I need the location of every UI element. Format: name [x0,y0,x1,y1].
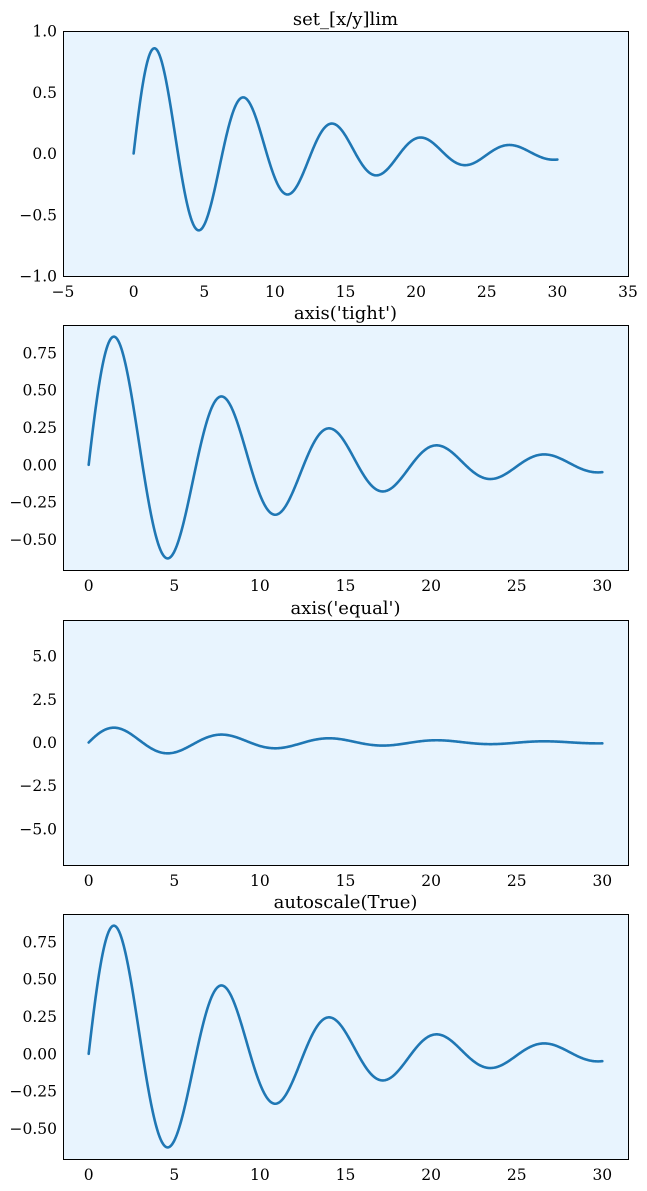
x-tick-label: 25 [507,872,527,890]
x-tick-label: 25 [477,283,497,301]
x-tick-label: 15 [336,1166,356,1184]
damped-sine-line [87,726,604,755]
y-tick-label: 5.0 [32,648,57,666]
x-tick-label: 20 [421,577,441,595]
y-tick-label: 2.5 [32,691,57,709]
x-tick-label: 10 [250,577,270,595]
x-tick-label: 25 [507,1166,527,1184]
subplot-2: axis('tight') 0 5 10 15 20 25 30 −0.50 −0.25 0.00 0… [10,303,629,595]
axes-frame [63,31,629,277]
x-tick-label: 30 [592,577,612,595]
y-tick-label: 0.5 [32,84,57,102]
x-tick-label: 25 [507,577,527,595]
x-tick-label: 20 [406,283,426,301]
x-tick-label: 35 [618,283,638,301]
subplot-title: axis('equal') [290,598,400,619]
x-tick-label: −5 [52,283,75,301]
x-tick-label: 15 [336,872,356,890]
y-tick-label: −0.25 [10,1083,58,1101]
y-tick-label: 0.75 [22,933,57,951]
axes-frame [63,620,629,866]
axes-frame [63,914,629,1160]
y-tick-label: −5.0 [19,820,57,838]
subplot-4: autoscale(True) 0 5 10 15 20 25 30 −0.50 −0.25 0.0… [10,892,629,1184]
x-tick-label: 20 [421,1166,441,1184]
damped-sine-line [87,335,604,560]
y-tick-label: 0.75 [22,344,57,362]
axes-frame [63,325,629,571]
y-tick-label: 0.50 [22,382,57,400]
x-tick-label: 5 [199,283,209,301]
y-tick-label: 0.0 [32,734,57,752]
y-tick-label: 1.0 [32,23,57,41]
subplot-1: set_[x/y]lim −5 0 5 10 15 20 25 30 35 −1.0 −0.5 0.0 0… [19,9,638,301]
x-tick-label: 30 [592,1166,612,1184]
subplot-title: autoscale(True) [274,892,418,913]
x-tick-label: 10 [250,872,270,890]
y-tick-label: 0.50 [22,971,57,989]
x-tick-label: 20 [421,872,441,890]
y-tick-label: 0.00 [22,456,57,474]
x-tick-label: 15 [336,577,356,595]
y-tick-label: −0.5 [19,206,57,224]
damped-sine-line [87,924,604,1149]
y-tick-label: −0.25 [10,494,58,512]
subplot-3: axis('equal') 0 5 10 15 20 25 30 −5.0 −2.5 0.0 2.5 5… [19,598,629,890]
x-tick-label: 0 [84,577,94,595]
x-tick-label: 10 [265,283,285,301]
y-tick-label: −2.5 [19,777,57,795]
y-tick-label: −1.0 [19,268,57,286]
y-tick-label: −0.50 [10,531,58,549]
x-tick-label: 5 [169,577,179,595]
x-tick-label: 5 [169,1166,179,1184]
x-tick-label: 5 [169,872,179,890]
y-tick-label: −0.50 [10,1120,58,1138]
x-tick-label: 30 [592,872,612,890]
x-tick-label: 10 [250,1166,270,1184]
subplot-title: set_[x/y]lim [293,9,398,30]
y-tick-label: 0.00 [22,1045,57,1063]
x-tick-label: 15 [336,283,356,301]
subplot-title: axis('tight') [294,303,397,324]
damped-sine-line [132,47,559,232]
y-tick-label: 0.0 [32,145,57,163]
x-tick-label: 0 [84,1166,94,1184]
x-tick-label: 0 [84,872,94,890]
y-tick-label: 0.25 [22,419,57,437]
x-tick-label: 30 [548,283,568,301]
y-tick-label: 0.25 [22,1008,57,1026]
x-tick-label: 0 [129,283,139,301]
